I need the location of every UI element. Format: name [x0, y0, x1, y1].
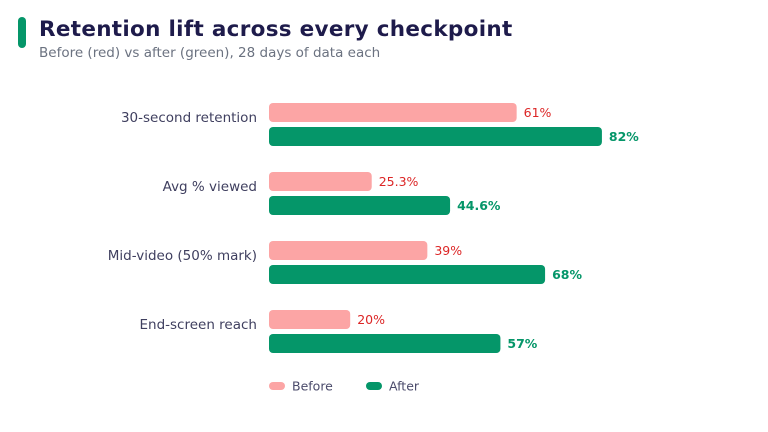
category-label: End-screen reach	[139, 317, 257, 333]
value-label-before: 39%	[434, 243, 462, 258]
chart-title: Retention lift across every checkpoint	[39, 17, 513, 42]
category-label: Mid-video (50% mark)	[108, 248, 257, 264]
legend-label-after: After	[389, 379, 420, 394]
legend-swatch-after	[366, 382, 382, 390]
bar-before	[269, 241, 428, 260]
bar-after	[269, 265, 546, 284]
bar-after	[269, 127, 602, 146]
category-label: Avg % viewed	[163, 179, 257, 195]
bar-after	[269, 196, 451, 215]
bar-before	[269, 172, 372, 191]
bar-before	[269, 310, 351, 329]
legend-swatch-before	[269, 382, 285, 390]
chart-subtitle: Before (red) vs after (green), 28 days o…	[39, 45, 381, 61]
value-label-after: 82%	[609, 129, 639, 144]
value-label-before: 25.3%	[379, 174, 419, 189]
title-accent-bar	[18, 17, 26, 48]
category-label: 30-second retention	[121, 110, 257, 126]
value-label-after: 57%	[507, 336, 537, 351]
value-label-before: 61%	[524, 105, 552, 120]
bar-after	[269, 334, 501, 353]
value-label-after: 44.6%	[457, 198, 501, 213]
value-label-before: 20%	[357, 312, 385, 327]
value-label-after: 68%	[552, 267, 582, 282]
bar-before	[269, 103, 517, 122]
legend-label-before: Before	[292, 379, 333, 394]
